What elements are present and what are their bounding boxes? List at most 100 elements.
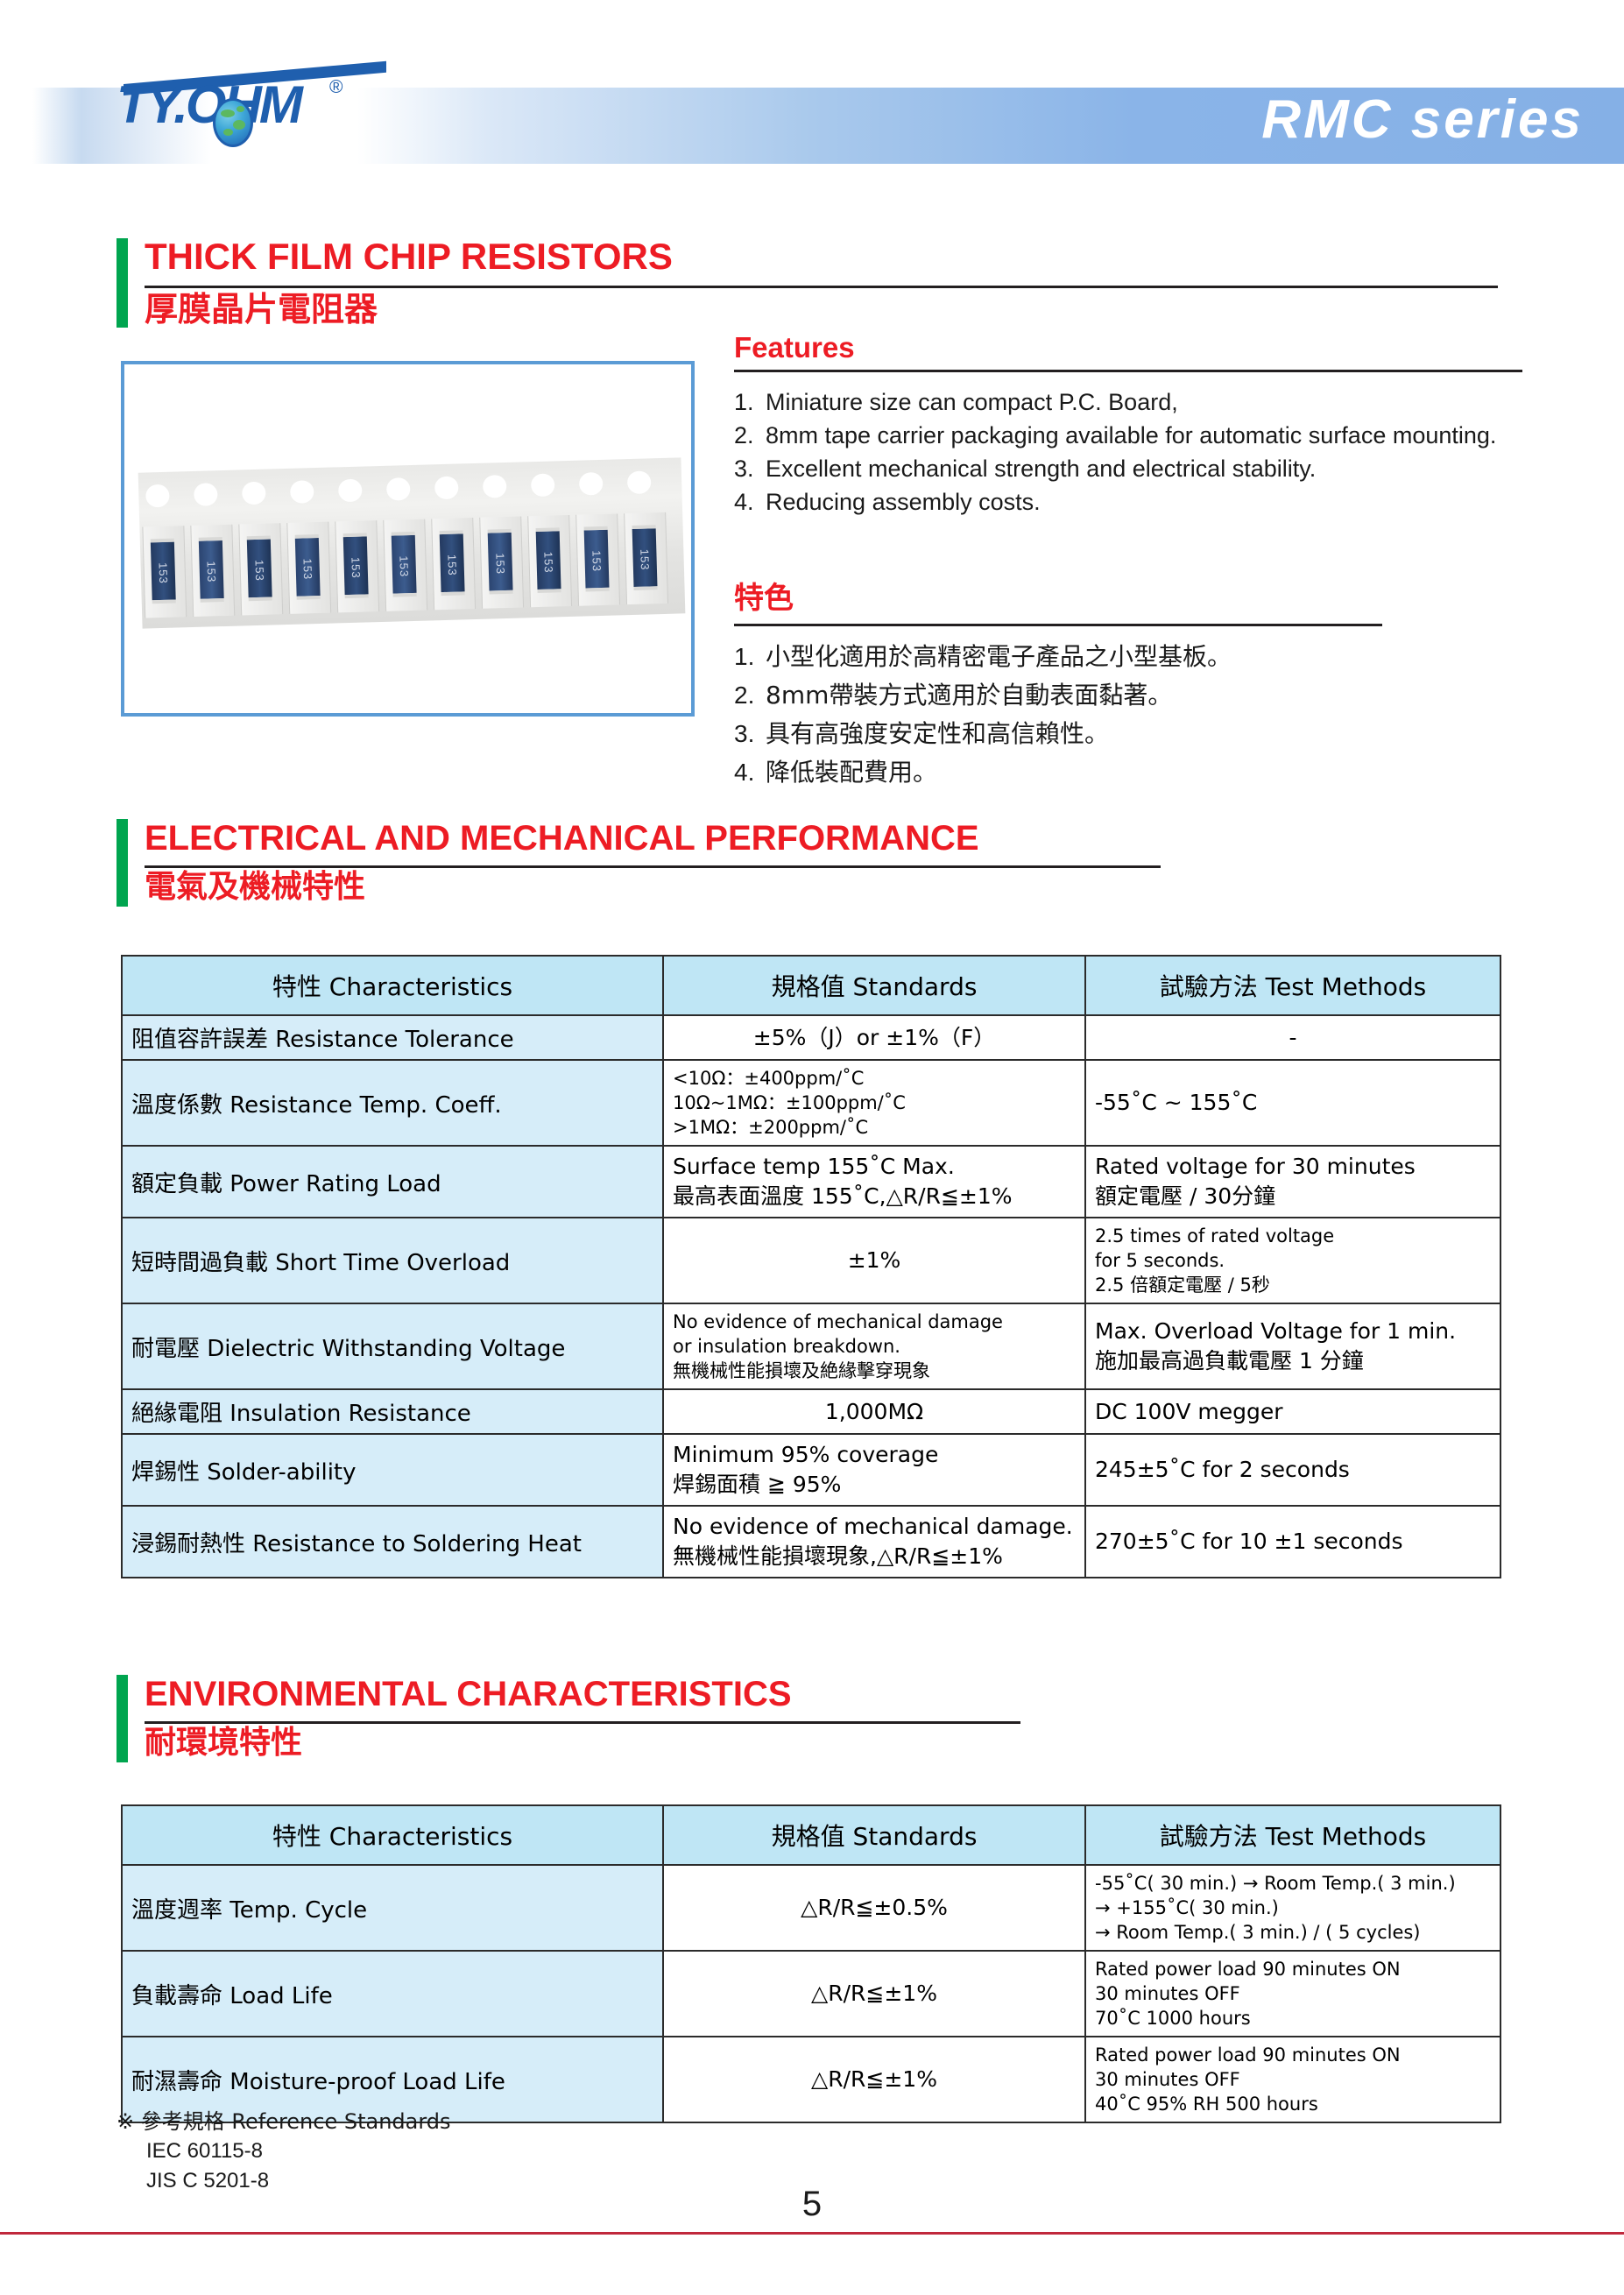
chip-marking: 153	[638, 548, 652, 571]
cell-line: → Room Temp.( 3 min.) / ( 5 cycles)	[1095, 1922, 1421, 1943]
cell-line: 30 minutes OFF	[1095, 2069, 1240, 2090]
electrical-performance-table: 特性 Characteristics 規格值 Standards 試驗方法 Test…	[121, 955, 1501, 1578]
cell-line: 無機械性能損壞現象,△R/R≦±1%	[673, 1543, 1003, 1569]
chip-marking: 153	[590, 550, 604, 573]
cell-line: 2.5 倍額定電壓 / 5秒	[1095, 1275, 1270, 1296]
table-row: 阻值容許誤差 Resistance Tolerance ±5%（J）or ±1%（…	[121, 1014, 1501, 1061]
cell-test-method: Max. Overload Voltage for 1 min. 施加最高過負載電…	[1084, 1303, 1501, 1390]
features-list-english: 1. Miniature size can compact P.C. Board,…	[734, 385, 1610, 519]
header-banner	[0, 88, 1624, 164]
column-header-2: 試驗方法 Test Methods	[1084, 955, 1501, 1016]
tape-sprocket-hole	[482, 474, 507, 498]
footer-divider	[0, 2232, 1624, 2235]
chip-marking: 153	[493, 553, 508, 576]
list-text: 降低裝配費用。	[766, 758, 938, 787]
chip-resistor: 153	[439, 530, 465, 597]
cell-line: △R/R≦±1%	[811, 2066, 937, 2092]
cell-line: 1,000MΩ	[824, 1398, 924, 1424]
cell-standards: △R/R≦±1%	[662, 1950, 1086, 2037]
list-text: 小型化適用於高精密電子產品之小型基板。	[766, 642, 1232, 671]
series-title: RMC series	[1261, 89, 1584, 150]
chip-marking: 153	[397, 555, 412, 578]
company-logo: TY.OHM ®	[117, 60, 386, 147]
cell-standards: Minimum 95% coverage 焊錫面積 ≧ 95%	[662, 1433, 1086, 1507]
feature-item-english: 3. Excellent mechanical strength and elec…	[734, 452, 1610, 485]
electrical-heading-chinese: 電氣及機械特性	[145, 869, 366, 905]
cell-line: 額定電壓 / 30分鐘	[1095, 1183, 1276, 1209]
cell-characteristic: 浸錫耐熱性 Resistance to Soldering Heat	[121, 1505, 664, 1578]
cell-characteristic: 絕緣電阻 Insulation Resistance	[121, 1388, 664, 1435]
cell-line: -55˚C ~ 155˚C	[1095, 1090, 1258, 1115]
table-row: 絕緣電阻 Insulation Resistance 1,000MΩ DC 100V…	[121, 1388, 1501, 1435]
chip-resistor: 153	[391, 531, 417, 597]
cell-test-method: 245±5˚C for 2 seconds	[1084, 1433, 1501, 1507]
chip-marking: 153	[156, 561, 171, 584]
feature-item-chinese: 4. 降低裝配費用。	[734, 753, 1522, 792]
chip-resistor: 153	[535, 527, 561, 594]
electrical-heading-english: ELECTRICAL AND MECHANICAL PERFORMANCE	[145, 819, 979, 858]
cell-standards: <10Ω：±400ppm/˚C 10Ω~1MΩ：±100ppm/˚C >1MΩ：±2…	[662, 1059, 1086, 1147]
tape-sprocket-hole	[194, 483, 218, 506]
cell-characteristic: 阻值容許誤差 Resistance Tolerance	[121, 1014, 664, 1061]
cell-test-method: -	[1084, 1014, 1501, 1061]
cell-line: 施加最高過負載電壓 1 分鐘	[1095, 1348, 1364, 1373]
chip-resistor: 153	[150, 538, 176, 604]
list-text: Reducing assembly costs.	[766, 489, 1041, 515]
features-english-divider	[734, 370, 1522, 372]
environmental-characteristics-table: 特性 Characteristics 規格值 Standards 試驗方法 Test…	[121, 1804, 1501, 2123]
page-title-chinese: 厚膜晶片電阻器	[145, 290, 378, 328]
cell-line: Surface temp 155˚C Max.	[673, 1154, 955, 1179]
chip-marking: 153	[349, 556, 364, 579]
cell-line: No evidence of mechanical damage.	[673, 1514, 1073, 1539]
cell-line: 245±5˚C for 2 seconds	[1095, 1457, 1350, 1482]
table-row: 溫度週率 Temp. Cycle △R/R≦±0.5% -55˚C( 30 min.…	[121, 1864, 1501, 1952]
feature-item-chinese: 1. 小型化適用於高精密電子產品之小型基板。	[734, 638, 1522, 676]
reference-item: JIS C 5201-8	[146, 2169, 270, 2193]
cell-characteristic: 溫度係數 Resistance Temp. Coeff.	[121, 1059, 664, 1147]
cell-line: Rated power load 90 minutes ON	[1095, 1959, 1401, 1980]
cell-standards: Surface temp 155˚C Max. 最高表面溫度 155˚C,△R/R…	[662, 1145, 1086, 1218]
cell-line: or insulation breakdown.	[673, 1336, 900, 1357]
cell-standards: No evidence of mechanical damage or insul…	[662, 1303, 1086, 1390]
table-row: 耐濕壽命 Moisture-proof Load Life △R/R≦±1% Rat…	[121, 2036, 1501, 2123]
environmental-heading-chinese: 耐環境特性	[145, 1725, 303, 1761]
table-row: 負載壽命 Load Life △R/R≦±1% Rated power load 9…	[121, 1950, 1501, 2037]
list-number: 4.	[734, 489, 754, 515]
chip-resistor: 153	[487, 528, 513, 595]
cell-line: 焊錫面積 ≧ 95%	[673, 1472, 842, 1497]
list-number: 3.	[734, 455, 754, 482]
table-body: 阻值容許誤差 Resistance Tolerance ±5%（J）or ±1%（…	[121, 1014, 1501, 1578]
tape-sprocket-hole	[530, 473, 555, 498]
cell-line: 70˚C 1000 hours	[1095, 2008, 1251, 2029]
reference-item: IEC 60115-8	[146, 2139, 263, 2163]
tape-sprocket-hole	[241, 481, 266, 505]
cell-standards: ±1%	[662, 1217, 1086, 1304]
chip-resistor: 153	[632, 525, 658, 590]
list-text: Excellent mechanical strength and electr…	[766, 455, 1317, 482]
cell-characteristic: 耐濕壽命 Moisture-proof Load Life	[121, 2036, 664, 2123]
cell-test-method: Rated power load 90 minutes ON 30 minutes…	[1084, 1950, 1501, 2037]
table-header-row: 特性 Characteristics 規格值 Standards 試驗方法 Test…	[121, 1804, 1501, 1866]
cell-standards: ±5%（J）or ±1%（F）	[662, 1014, 1086, 1061]
chip-resistor: 153	[583, 526, 610, 592]
globe-icon	[213, 98, 253, 147]
cell-line: DC 100V megger	[1095, 1398, 1283, 1424]
table-row: 溫度係數 Resistance Temp. Coeff. <10Ω：±400ppm…	[121, 1059, 1501, 1147]
cell-line: ±1%	[847, 1247, 901, 1273]
registered-trademark-icon: ®	[329, 77, 343, 97]
cell-test-method: 2.5 times of rated voltage for 5 seconds.…	[1084, 1217, 1501, 1304]
reference-mark-icon: ※	[117, 2109, 135, 2134]
cell-test-method: -55˚C( 30 min.) → Room Temp.( 3 min.) → +…	[1084, 1864, 1501, 1952]
features-heading-english: Features	[734, 331, 855, 364]
tape-sprocket-hole	[434, 476, 459, 500]
cell-characteristic: 溫度週率 Temp. Cycle	[121, 1864, 664, 1952]
cell-standards: 1,000MΩ	[662, 1388, 1086, 1435]
chip-marking: 153	[252, 559, 267, 582]
chip-marking: 153	[300, 558, 315, 581]
chip-marking: 153	[445, 554, 460, 576]
list-number: 1.	[734, 643, 755, 670]
tape-carrier-illustration: 153 153 153 153 153 153 153 153 153 153 153	[138, 457, 686, 629]
green-accent-bar	[117, 819, 128, 907]
cell-line: Rated power load 90 minutes ON	[1095, 2044, 1401, 2066]
table-row: 焊錫性 Solder-ability Minimum 95% coverage 焊錫…	[121, 1433, 1501, 1507]
